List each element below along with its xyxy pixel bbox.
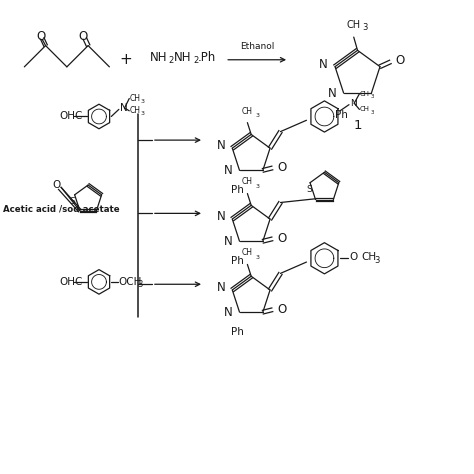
Text: OCH: OCH [119,277,142,287]
Text: 3: 3 [374,256,379,265]
Text: +: + [119,52,132,67]
Text: 1: 1 [353,119,362,132]
Text: Ph: Ph [335,109,348,119]
Text: N: N [328,87,337,100]
Text: N: N [217,139,225,152]
Text: CH: CH [361,252,376,262]
Text: N: N [217,281,225,294]
Text: CH: CH [359,106,369,112]
Text: Ethanol: Ethanol [240,42,274,51]
Text: OHC: OHC [60,277,83,287]
Text: 3: 3 [256,113,260,118]
Text: Ph: Ph [231,185,244,195]
Text: CH: CH [129,106,140,115]
Text: CH: CH [242,107,253,116]
Text: N: N [217,210,225,223]
Text: O: O [79,30,88,43]
Text: OHC: OHC [60,111,83,121]
Text: .Ph: .Ph [198,51,216,64]
Text: N: N [224,235,233,248]
Text: CH: CH [242,248,253,257]
Text: 3: 3 [140,111,144,116]
Text: 3: 3 [370,94,374,99]
Text: O: O [52,180,61,190]
Text: 3: 3 [370,109,374,115]
Text: Acetic acid /sod.acetate: Acetic acid /sod.acetate [3,204,119,213]
Text: O: O [277,162,286,174]
Text: NH: NH [150,51,167,64]
Text: 3: 3 [256,255,260,260]
Text: O: O [277,303,286,316]
Text: N: N [319,58,328,71]
Text: Ph: Ph [231,327,244,337]
Text: 2: 2 [193,56,198,65]
Text: CH: CH [242,177,253,186]
Text: 3: 3 [137,280,142,289]
Text: S: S [306,185,312,194]
Text: CH: CH [129,94,140,103]
Text: 3: 3 [362,23,368,32]
Text: N: N [224,164,233,177]
Text: 3: 3 [140,99,144,104]
Text: O: O [36,30,46,43]
Text: N: N [224,306,233,319]
Text: O: O [395,55,404,67]
Text: CH: CH [359,91,369,97]
Text: N: N [120,103,128,113]
Text: NH: NH [174,51,191,64]
Text: O: O [277,232,286,246]
Text: N: N [350,99,357,108]
Text: S: S [69,197,75,206]
Text: O: O [349,252,357,262]
Text: 2: 2 [168,56,174,65]
Text: 3: 3 [256,184,260,189]
Text: Ph: Ph [231,256,244,266]
Text: CH: CH [346,20,361,30]
